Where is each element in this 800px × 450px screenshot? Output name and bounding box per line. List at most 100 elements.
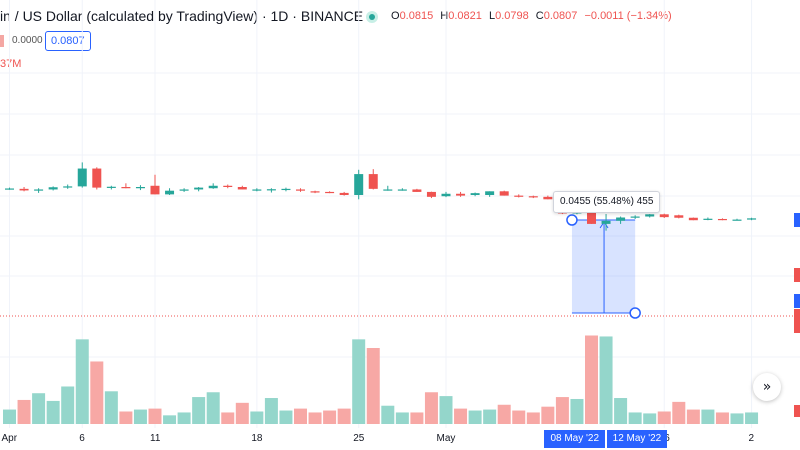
- volume-bar: [3, 409, 16, 424]
- candle-body: [397, 189, 407, 191]
- time-axis-tick: 25: [353, 433, 365, 444]
- candle-body: [426, 191, 436, 197]
- volume-bar: [395, 412, 409, 424]
- volume-bar: [17, 399, 31, 424]
- volume-bar: [206, 392, 220, 424]
- volume-bar: [192, 397, 206, 424]
- price-scale-marker: [794, 294, 800, 308]
- candle-body: [281, 188, 291, 191]
- volume-bar: [585, 335, 598, 424]
- ohlc-high-value: 0.0821: [448, 10, 482, 22]
- candle-body: [19, 188, 29, 191]
- candle-body: [179, 189, 189, 191]
- candle-body: [587, 209, 596, 224]
- candle-body: [630, 216, 640, 218]
- candle-body: [34, 189, 44, 191]
- volume-bar: [221, 412, 235, 424]
- ohlc-open-label: O: [391, 10, 400, 22]
- measure-tooltip: 0.0455 (55.48%) 455: [553, 191, 661, 213]
- ohlc-legend: O0.0815 H0.0821 L0.0798 C0.0807 −0.0011 …: [391, 10, 676, 22]
- volume-bar: [512, 410, 526, 424]
- indicator-zero-value: 0.0000: [12, 35, 43, 46]
- price-scale-marker: [794, 405, 800, 417]
- candle-body: [208, 185, 218, 189]
- volume-bar: [454, 408, 468, 424]
- volume-bar: [424, 392, 438, 424]
- symbol-title[interactable]: in / US Dollar (calculated by TradingVie…: [0, 8, 364, 24]
- candle-body: [412, 189, 422, 192]
- volume-label: 37M: [0, 58, 22, 70]
- candle-body: [601, 220, 611, 224]
- candle-body: [325, 191, 335, 194]
- price-scale-marker: [794, 213, 800, 227]
- volume-bar: [657, 411, 671, 424]
- candle-body: [732, 219, 742, 221]
- time-axis-tick: 11: [150, 433, 161, 444]
- candle-body: [383, 189, 393, 191]
- volume-bar: [686, 409, 700, 424]
- ohlc-change-value: −0.0011 (−1.34%): [584, 10, 672, 22]
- candle-body: [48, 187, 58, 190]
- candle-body: [296, 189, 305, 191]
- volume-bar: [701, 409, 715, 424]
- volume-bar: [381, 405, 395, 424]
- price-scale-marker: [794, 309, 800, 333]
- volume-bar: [61, 386, 75, 424]
- volume-bar: [90, 361, 104, 424]
- volume-bar: [148, 408, 162, 424]
- candle-body: [528, 196, 538, 198]
- candle-body: [310, 191, 320, 193]
- volume-bar: [308, 412, 322, 424]
- volume-bar: [614, 398, 628, 424]
- ohlc-open-value: 0.0815: [399, 10, 434, 22]
- volume-bar: [75, 339, 89, 424]
- candle-body: [339, 192, 349, 195]
- candle-body: [150, 185, 160, 195]
- range-end-date-chip: 12 May '22: [606, 430, 668, 448]
- candle-body: [717, 218, 727, 221]
- time-axis-tick: 2: [748, 433, 755, 444]
- volume-bar: [337, 408, 351, 424]
- range-start-date-chip: 08 May '22: [544, 430, 606, 448]
- volume-bar: [468, 410, 482, 424]
- candle-body: [194, 187, 204, 190]
- volume-bar: [555, 397, 569, 424]
- volume-bar: [541, 406, 555, 424]
- volume-bar: [599, 336, 613, 424]
- volume-bar: [643, 413, 657, 424]
- candle-body: [92, 168, 102, 188]
- indicator-swatch: [0, 35, 4, 47]
- candle-body: [485, 191, 495, 195]
- candle-body: [659, 214, 669, 218]
- volume-bar: [177, 412, 191, 424]
- market-status-icon[interactable]: [366, 11, 378, 23]
- time-axis-tick: Apr: [1, 433, 18, 444]
- candle-body: [252, 189, 262, 191]
- volume-bar: [439, 396, 453, 424]
- ohlc-close-value: 0.0807: [543, 10, 578, 22]
- candle-body: [223, 185, 233, 187]
- volume-bar: [570, 398, 584, 424]
- candle-body: [135, 187, 145, 189]
- volume-bar: [133, 409, 147, 424]
- volume-bar: [250, 411, 264, 424]
- candle-body: [368, 174, 378, 189]
- volume-bar: [410, 412, 424, 424]
- volume-bar: [323, 410, 337, 424]
- price-chart[interactable]: [0, 0, 800, 428]
- candle-body: [5, 188, 14, 190]
- candle-body: [674, 215, 684, 218]
- volume-bar: [294, 408, 307, 424]
- volume-bar: [730, 413, 744, 424]
- volume-bar: [352, 339, 366, 424]
- measure-end-handle: [629, 307, 641, 319]
- measure-start-handle: [566, 214, 578, 226]
- candle-body: [266, 189, 276, 191]
- candle-body: [237, 187, 247, 190]
- double-chevron-right-icon[interactable]: »: [753, 373, 781, 401]
- candle-body: [688, 217, 698, 221]
- candle-body: [441, 193, 451, 197]
- volume-bar: [264, 398, 278, 424]
- time-axis-tick: May: [436, 433, 456, 444]
